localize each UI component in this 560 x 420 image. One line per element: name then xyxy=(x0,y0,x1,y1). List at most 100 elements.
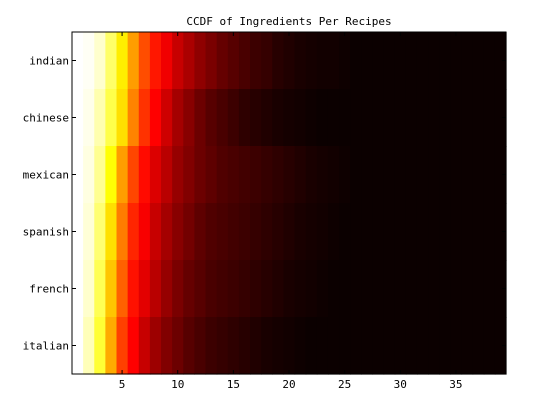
heatmap-cell-italian-13 xyxy=(205,317,218,375)
heatmap-cell-chinese-39 xyxy=(494,89,507,147)
heatmap-cell-spanish-37 xyxy=(472,203,485,261)
heatmap-cell-french-15 xyxy=(227,260,240,318)
heatmap-cell-spanish-33 xyxy=(428,203,440,261)
heatmap-cell-italian-33 xyxy=(428,317,440,375)
heatmap-cell-indian-6 xyxy=(127,32,140,90)
heatmap-cell-mexican-29 xyxy=(383,146,396,204)
heatmap-cell-chinese-5 xyxy=(116,89,129,147)
heatmap-cell-french-6 xyxy=(127,260,140,318)
heatmap-cell-spanish-6 xyxy=(127,203,140,261)
heatmap-cell-spanish-36 xyxy=(461,203,474,261)
heatmap-cell-french-8 xyxy=(149,260,162,318)
heatmap-cell-mexican-32 xyxy=(416,146,429,204)
y-tick-label-indian: indian xyxy=(29,55,69,68)
heatmap-cell-french-32 xyxy=(416,260,429,318)
heatmap-cell-mexican-22 xyxy=(305,146,318,204)
heatmap-cell-french-39 xyxy=(494,260,507,318)
heatmap-cell-indian-36 xyxy=(461,32,474,90)
heatmap-cell-chinese-30 xyxy=(394,89,407,147)
heatmap-cell-spanish-10 xyxy=(172,203,184,261)
heatmap-cell-chinese-33 xyxy=(428,89,440,147)
heatmap-cell-chinese-27 xyxy=(361,89,374,147)
heatmap-cell-italian-14 xyxy=(216,317,229,375)
heatmap-cell-chinese-13 xyxy=(205,89,218,147)
x-tick-label-10: 10 xyxy=(171,378,184,391)
heatmap-cell-chinese-2 xyxy=(83,89,95,147)
heatmap-cell-spanish-21 xyxy=(294,203,307,261)
heatmap-cell-mexican-17 xyxy=(250,146,262,204)
heatmap-cell-chinese-12 xyxy=(194,89,207,147)
heatmap-cell-chinese-29 xyxy=(383,89,396,147)
heatmap-cell-chinese-6 xyxy=(127,89,140,147)
heatmap-cell-italian-7 xyxy=(138,317,151,375)
heatmap-cell-chinese-18 xyxy=(261,89,273,147)
heatmap-cell-spanish-28 xyxy=(372,203,385,261)
heatmap-cell-mexican-1 xyxy=(72,146,84,204)
heatmap-cell-indian-19 xyxy=(272,32,285,90)
x-tick-label-30: 30 xyxy=(394,378,407,391)
heatmap-cell-italian-8 xyxy=(149,317,162,375)
heatmap-cell-indian-39 xyxy=(494,32,507,90)
heatmap-cell-indian-37 xyxy=(472,32,485,90)
heatmap-cell-chinese-31 xyxy=(405,89,418,147)
heatmap-cell-indian-2 xyxy=(83,32,95,90)
heatmap-cell-french-13 xyxy=(205,260,218,318)
heatmap-cell-italian-37 xyxy=(472,317,485,375)
heatmap-cell-french-38 xyxy=(483,260,496,318)
heatmap-cell-indian-5 xyxy=(116,32,129,90)
heatmap-cell-indian-23 xyxy=(316,32,329,90)
heatmap-cell-spanish-34 xyxy=(439,203,451,261)
heatmap-cell-mexican-3 xyxy=(94,146,106,204)
heatmap-cell-chinese-7 xyxy=(138,89,151,147)
heatmap-cell-mexican-24 xyxy=(327,146,340,204)
chart-title: CCDF of Ingredients Per Recipes xyxy=(186,15,391,28)
heatmap-cell-chinese-20 xyxy=(283,89,296,147)
heatmap-cell-italian-29 xyxy=(383,317,396,375)
heatmap-cell-french-22 xyxy=(305,260,318,318)
heatmap-cell-italian-24 xyxy=(327,317,340,375)
heatmap-cell-mexican-39 xyxy=(494,146,507,204)
heatmap-cell-french-14 xyxy=(216,260,229,318)
heatmap-cell-spanish-35 xyxy=(450,203,463,261)
heatmap-cell-indian-38 xyxy=(483,32,496,90)
heatmap-cell-indian-10 xyxy=(172,32,184,90)
heatmap-cell-chinese-22 xyxy=(305,89,318,147)
heatmap-cell-italian-11 xyxy=(183,317,196,375)
heatmap-cell-french-24 xyxy=(327,260,340,318)
heatmap-cell-french-2 xyxy=(83,260,95,318)
heatmap-cell-indian-4 xyxy=(105,32,118,90)
heatmap-cell-spanish-32 xyxy=(416,203,429,261)
heatmap-cell-mexican-10 xyxy=(172,146,184,204)
heatmap-cell-mexican-34 xyxy=(439,146,451,204)
heatmap-cell-spanish-39 xyxy=(494,203,507,261)
heatmap-cell-indian-21 xyxy=(294,32,307,90)
heatmap-cell-french-11 xyxy=(183,260,196,318)
heatmap-cell-mexican-37 xyxy=(472,146,485,204)
heatmap-cell-spanish-30 xyxy=(394,203,407,261)
heatmap-cell-spanish-12 xyxy=(194,203,207,261)
heatmap-cell-spanish-8 xyxy=(149,203,162,261)
heatmap-cell-italian-38 xyxy=(483,317,496,375)
heatmap-cell-spanish-11 xyxy=(183,203,196,261)
heatmap-cell-italian-35 xyxy=(450,317,463,375)
heatmap-cell-chinese-35 xyxy=(450,89,463,147)
heatmap-cell-spanish-15 xyxy=(227,203,240,261)
heatmap-cell-mexican-36 xyxy=(461,146,474,204)
heatmap-cell-mexican-21 xyxy=(294,146,307,204)
heatmap-cell-indian-33 xyxy=(428,32,440,90)
heatmap-cell-italian-17 xyxy=(250,317,262,375)
heatmap-cell-italian-9 xyxy=(161,317,173,375)
heatmap-cell-spanish-19 xyxy=(272,203,285,261)
heatmap-cell-italian-21 xyxy=(294,317,307,375)
heatmap-cell-spanish-20 xyxy=(283,203,296,261)
heatmap-cell-chinese-1 xyxy=(72,89,84,147)
heatmap-cell-italian-1 xyxy=(72,317,84,375)
heatmap-cell-french-28 xyxy=(372,260,385,318)
heatmap-cell-chinese-25 xyxy=(339,89,351,147)
heatmap-cell-italian-28 xyxy=(372,317,385,375)
heatmap-cell-mexican-14 xyxy=(216,146,229,204)
heatmap-cell-indian-8 xyxy=(149,32,162,90)
heatmap-cell-italian-15 xyxy=(227,317,240,375)
heatmap-cell-mexican-25 xyxy=(339,146,351,204)
heatmap-cell-spanish-5 xyxy=(116,203,129,261)
